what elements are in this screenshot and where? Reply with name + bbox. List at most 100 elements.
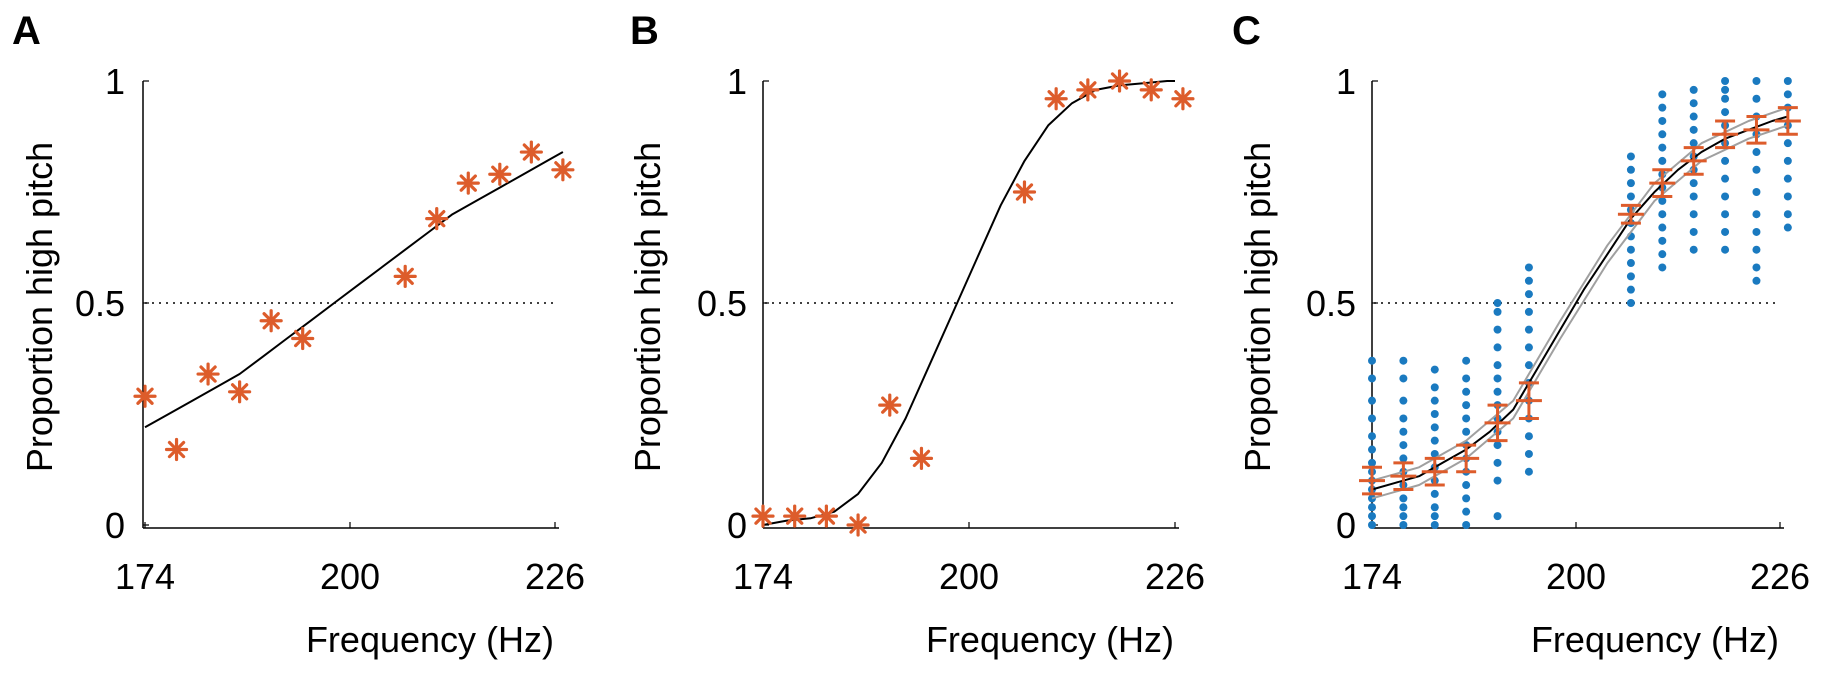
subject-point <box>1626 165 1635 174</box>
data-point <box>519 140 543 164</box>
subject-point <box>1399 414 1408 423</box>
data-point <box>878 393 902 417</box>
subject-point <box>1689 99 1698 108</box>
asterisk-stroke <box>294 329 312 348</box>
subject-point <box>1721 156 1730 165</box>
subject-point <box>1399 374 1408 383</box>
subject-point <box>1462 387 1471 396</box>
subject-point <box>1524 263 1533 272</box>
subject-point <box>1430 383 1439 392</box>
x-tick-label: 200 <box>1546 556 1606 597</box>
y-tick-label: 0 <box>105 505 125 546</box>
subject-point <box>1752 165 1761 174</box>
mean-error-bar <box>1421 456 1448 487</box>
subject-point <box>1430 423 1439 432</box>
subject-point <box>1368 445 1376 454</box>
asterisk-stroke <box>1047 90 1065 108</box>
asterisk-stroke <box>396 267 414 286</box>
subject-point <box>1524 290 1533 299</box>
subject-point <box>1368 512 1376 521</box>
subject-point <box>1430 365 1439 374</box>
asterisk-stroke <box>459 174 477 192</box>
subject-point <box>1752 188 1761 196</box>
subject-point <box>1399 503 1408 512</box>
data-point <box>196 362 220 386</box>
subject-point <box>1430 436 1439 445</box>
subject-point <box>1493 387 1502 396</box>
mean-error-bar <box>1617 203 1644 225</box>
subject-point <box>1626 299 1635 307</box>
y-tick-label: 0.5 <box>697 283 747 324</box>
subject-point <box>1399 427 1408 436</box>
subject-point <box>1368 396 1376 405</box>
subject-point <box>1752 245 1761 254</box>
mean-error-bar <box>1649 168 1676 198</box>
subject-point <box>1689 85 1698 94</box>
subject-point <box>1658 210 1667 219</box>
asterisk-stroke <box>1015 183 1034 201</box>
subject-point <box>1462 401 1471 410</box>
subject-point <box>1493 458 1502 467</box>
subject-point <box>1752 263 1761 272</box>
data-point <box>551 158 575 182</box>
subject-point <box>1524 449 1533 458</box>
subject-point <box>1399 441 1408 450</box>
subject-point <box>1368 432 1376 441</box>
panel-letter: B <box>630 9 659 53</box>
subject-point <box>1430 410 1439 418</box>
x-tick-label: 200 <box>939 556 999 597</box>
x-tick-label: 174 <box>1342 556 1402 597</box>
x-tick-label: 226 <box>1750 556 1810 597</box>
subject-point <box>1462 356 1471 365</box>
y-tick-label: 1 <box>727 61 747 102</box>
subject-point <box>1524 361 1533 370</box>
subject-point <box>1689 210 1698 219</box>
asterisk-stroke <box>136 387 154 405</box>
subject-point <box>1626 245 1635 254</box>
subject-point <box>1368 458 1376 467</box>
subject-point <box>1783 174 1792 183</box>
asterisk-stroke <box>786 507 804 525</box>
subject-point <box>1721 227 1730 236</box>
subject-point <box>1721 245 1730 254</box>
subject-point <box>1368 374 1376 383</box>
subject-point <box>1368 414 1376 423</box>
subject-point <box>1721 94 1730 103</box>
subject-point <box>1783 156 1792 165</box>
subject-point <box>1493 343 1502 352</box>
x-axis-label: Frequency (Hz) <box>926 619 1174 660</box>
subject-point <box>1524 276 1533 285</box>
asterisk-stroke <box>199 365 217 383</box>
data-point <box>425 207 449 231</box>
subject-point <box>1493 361 1502 370</box>
subject-point <box>1430 489 1439 498</box>
y-tick-label: 0.5 <box>1306 283 1356 324</box>
asterisk-stroke <box>817 507 836 525</box>
mean-error-bar <box>1515 381 1542 420</box>
subject-point <box>1721 174 1730 183</box>
y-tick-label: 0 <box>727 505 747 546</box>
data-point <box>1044 87 1068 111</box>
mean-error-bar <box>1453 443 1480 474</box>
panel-letter: A <box>12 9 41 53</box>
subject-point <box>1493 476 1502 485</box>
data-point <box>228 380 252 404</box>
subject-point <box>1783 223 1792 232</box>
subject-point <box>1658 156 1667 165</box>
subject-point <box>1462 427 1471 436</box>
data-point <box>1171 87 1195 111</box>
subject-point <box>1721 192 1730 201</box>
subject-point <box>1721 210 1730 219</box>
subject-point <box>1462 521 1471 529</box>
subject-point <box>1462 494 1471 503</box>
subject-point <box>1462 507 1471 516</box>
subject-point <box>1626 152 1635 161</box>
subject-point <box>1689 179 1698 188</box>
data-point <box>259 309 283 333</box>
asterisk-stroke <box>554 161 572 179</box>
subject-point <box>1752 227 1761 236</box>
subject-point <box>1752 94 1761 103</box>
subject-point <box>1689 192 1698 201</box>
subject-point <box>1752 210 1761 219</box>
subject-point <box>1783 77 1792 85</box>
